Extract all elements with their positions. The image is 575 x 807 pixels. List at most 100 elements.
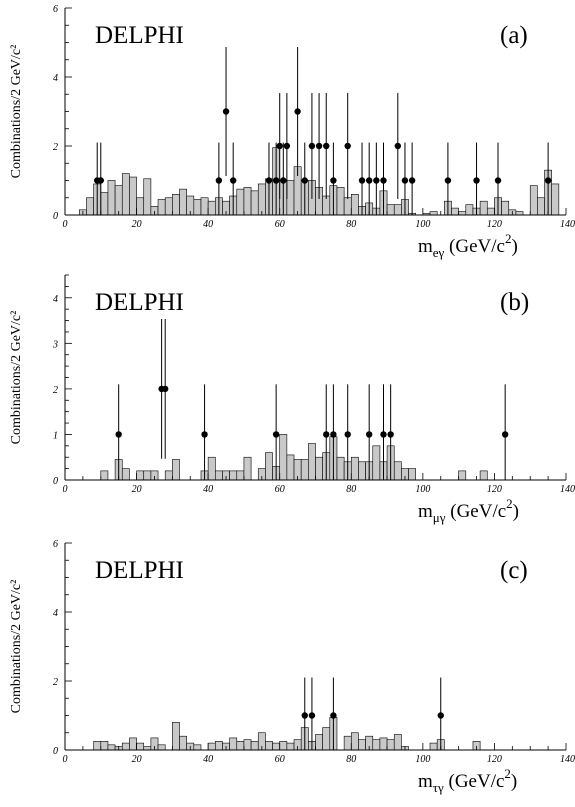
- experiment-label: DELPHI: [95, 557, 184, 584]
- simulation-bar: [179, 188, 187, 216]
- data-point: [408, 177, 416, 184]
- simulation-bar: [114, 185, 123, 216]
- data-point: [380, 431, 387, 438]
- x-tick-label: 20: [132, 484, 142, 495]
- simulation-bar: [100, 741, 109, 751]
- simulation-bar: [86, 197, 94, 216]
- x-tick-label: 40: [203, 484, 213, 495]
- simulation-bar: [200, 197, 209, 216]
- simulation-bar: [143, 470, 152, 481]
- x-tick-label: 100: [415, 219, 430, 230]
- simulation-bar: [358, 739, 366, 751]
- y-tick-label: 3: [52, 339, 58, 350]
- x-tick-label: 120: [487, 754, 502, 765]
- x-axis-label: mτγ (GeV/c2): [418, 766, 517, 795]
- simulation-bar: [179, 735, 187, 751]
- y-axis-label: Combinations/2 GeV/c²: [9, 580, 24, 714]
- x-tick-label: 60: [275, 484, 285, 495]
- simulation-bar: [136, 742, 145, 751]
- simulation-bar: [379, 737, 388, 751]
- simulation-bar: [107, 744, 116, 751]
- y-tick-label: 4: [53, 294, 58, 305]
- y-tick-label: 1: [53, 430, 58, 441]
- data-point: [330, 177, 337, 184]
- data-point: [373, 177, 380, 184]
- x-tick-label: 60: [275, 754, 285, 765]
- simulation-bar: [121, 173, 130, 216]
- data-point: [280, 177, 287, 184]
- data-point: [380, 177, 387, 184]
- x-tick-label: 0: [63, 484, 68, 495]
- data-point: [272, 177, 280, 184]
- data-point: [301, 712, 308, 719]
- x-axis-label: meγ (GeV/c2): [418, 231, 518, 260]
- simulation-bar: [172, 459, 180, 481]
- simulation-bar: [458, 211, 467, 216]
- simulation-bar: [243, 187, 252, 216]
- x-tick-label: 140: [560, 754, 575, 765]
- chart-panel-3: 0 20 40 60 80 100 120 140 0 2 4 6 Combinations/2 GeV…: [9, 539, 575, 795]
- simulation-bar: [121, 468, 130, 481]
- simulation-bar: [300, 459, 309, 481]
- simulation-bar: [207, 456, 216, 481]
- simulation-bar: [157, 199, 166, 216]
- simulation-bar: [336, 456, 345, 481]
- simulation-bar: [386, 204, 395, 216]
- x-tick-label: 0: [63, 219, 68, 230]
- simulation-bar: [250, 190, 259, 216]
- experiment-label: DELPHI: [95, 289, 184, 316]
- simulation-bar: [236, 188, 245, 216]
- simulation-bar: [336, 187, 345, 216]
- y-tick-label: 6: [53, 539, 58, 550]
- x-tick-label: 120: [487, 219, 502, 230]
- data-point: [358, 177, 366, 184]
- y-tick-label: 4: [53, 608, 58, 619]
- simulation-bar: [551, 183, 560, 216]
- data-point: [330, 431, 337, 438]
- simulation-bar: [315, 734, 323, 751]
- simulation-bar: [529, 185, 538, 216]
- simulation-bar: [393, 461, 402, 481]
- data-point: [301, 177, 308, 184]
- x-tick-label: 20: [132, 754, 142, 765]
- panel-label: (c): [500, 557, 528, 584]
- data-point: [162, 385, 169, 393]
- x-tick-label: 120: [487, 484, 502, 495]
- y-tick-label: 2: [53, 677, 58, 688]
- data-point: [215, 177, 223, 184]
- simulation-bar: [429, 211, 438, 216]
- simulation-bar: [272, 742, 281, 751]
- simulation-bar: [265, 741, 273, 751]
- data-point: [222, 108, 230, 115]
- data-point: [330, 712, 337, 719]
- y-axis-label: Combinations/2 GeV/c²: [9, 311, 24, 445]
- panel-label: (b): [500, 289, 529, 316]
- simulation-bar: [465, 204, 474, 216]
- simulation-bar: [372, 739, 381, 751]
- simulation-bar: [279, 741, 288, 751]
- simulation-bar: [157, 744, 166, 751]
- y-tick-label: 4: [53, 73, 58, 84]
- simulation-bar: [172, 722, 180, 751]
- data-point: [323, 431, 330, 438]
- data-point: [365, 177, 373, 184]
- x-axis-label: mμγ (GeV/c2): [418, 496, 519, 525]
- simulation-bar: [537, 197, 545, 216]
- simulation-bar: [164, 470, 173, 481]
- simulation-bar: [236, 470, 245, 481]
- data-point: [437, 712, 444, 719]
- simulation-bar: [129, 176, 137, 216]
- simulation-bar: [350, 732, 359, 751]
- simulation-bar: [172, 194, 180, 216]
- simulation-bar: [143, 178, 152, 216]
- simulation-bar: [164, 197, 173, 216]
- simulation-bar: [479, 200, 488, 216]
- data-point: [276, 142, 283, 150]
- data-point: [265, 177, 273, 184]
- simulation-bar: [393, 734, 402, 751]
- x-tick-label: 80: [346, 219, 356, 230]
- simulation-bar: [501, 200, 510, 216]
- simulation-bar: [257, 183, 266, 216]
- simulation-bar: [207, 742, 216, 751]
